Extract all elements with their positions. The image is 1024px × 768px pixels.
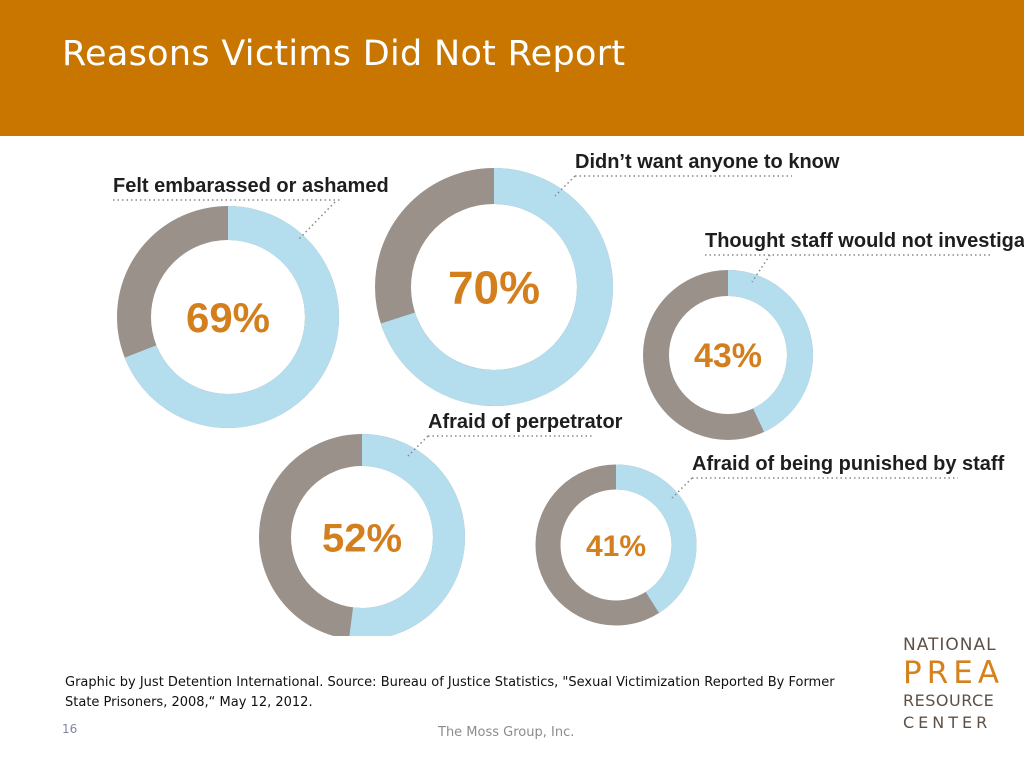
donut-percent-label: 52% xyxy=(322,516,402,560)
prea-logo: NATIONAL PREA RESOURCE CENTER xyxy=(903,634,1003,734)
donut-group: 41% Afraid of being punished by staff xyxy=(535,453,1005,626)
donut-group: 52% Afraid of perpetrator xyxy=(259,411,623,636)
logo-line-resource: RESOURCE xyxy=(903,691,995,710)
dotted-leader-line xyxy=(297,201,336,241)
logo-line-center: CENTER xyxy=(903,713,992,732)
donut-group: 43% Thought staff would not investigate xyxy=(643,230,1024,440)
donut-percent-label: 70% xyxy=(448,262,540,314)
donut-share-arc xyxy=(375,168,613,406)
donut-group: 70% Didn’t want anyone to know xyxy=(375,151,840,406)
donut-percent-label: 43% xyxy=(694,337,762,375)
dotted-leader-line xyxy=(671,477,693,499)
donut-category-label: Didn’t want anyone to know xyxy=(575,151,840,173)
donut-share-arc xyxy=(117,206,339,428)
donut-percent-label: 69% xyxy=(186,294,270,341)
donut-category-label: Afraid of perpetrator xyxy=(428,411,623,433)
dotted-leader-line xyxy=(751,254,771,283)
donut-share-arc xyxy=(643,270,813,440)
donut-percent-label: 41% xyxy=(586,530,646,563)
slide-title: Reasons Victims Did Not Report xyxy=(62,34,626,74)
donut-group: 69% Felt embarassed or ashamed xyxy=(113,175,389,428)
donut-category-label: Felt embarassed or ashamed xyxy=(113,175,389,197)
donut-share-arc xyxy=(535,464,697,626)
dotted-leader-line xyxy=(407,435,429,457)
donut-category-label: Thought staff would not investigate xyxy=(705,230,1024,252)
logo-line-prea: PREA xyxy=(903,655,1005,691)
logo-line-national: NATIONAL xyxy=(903,635,997,655)
title-bar: Reasons Victims Did Not Report xyxy=(0,0,1024,136)
donut-chart: 69% Felt embarassed or ashamed 70% Didn’t w… xyxy=(113,151,1024,636)
donut-category-label: Afraid of being punished by staff xyxy=(692,453,1005,475)
donut-share-arc xyxy=(259,434,465,636)
slide-number: 16 xyxy=(62,722,78,736)
source-caption: Graphic by Just Detention International.… xyxy=(65,675,835,710)
dotted-leader-line xyxy=(554,175,576,197)
footer-text: The Moss Group, Inc. xyxy=(438,725,575,740)
